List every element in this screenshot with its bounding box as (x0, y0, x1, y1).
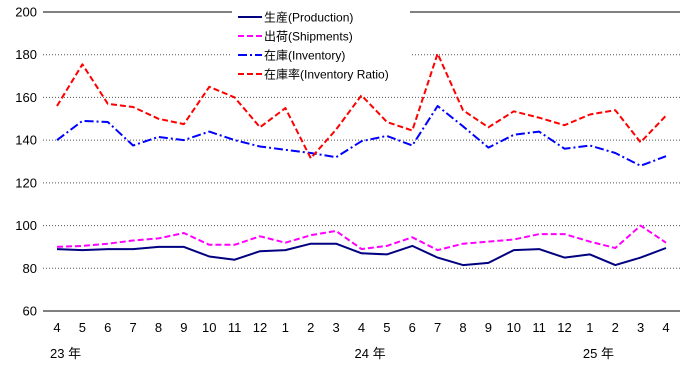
legend-label: 生産(Production) (264, 10, 353, 25)
legend: 生産(Production) 出荷(Shipments) 在庫(Inventory)… (232, 6, 410, 83)
legend-label: 在庫率(Inventory Ratio) (264, 67, 389, 82)
x-tick-label: 1 (282, 320, 289, 335)
x-tick-label: 8 (155, 320, 162, 335)
year-label: 25 年 (583, 346, 614, 361)
gridlines (43, 11, 680, 312)
series-line-1 (56, 224, 667, 252)
x-tick-label: 12 (253, 320, 267, 335)
y-tick-label: 120 (15, 175, 37, 190)
series-line-0 (56, 242, 667, 267)
x-tick-label: 2 (612, 320, 619, 335)
x-tick-label: 9 (180, 320, 187, 335)
y-tick-label: 100 (15, 218, 37, 233)
legend-label: 在庫(Inventory) (264, 49, 345, 63)
x-tick-label: 5 (79, 320, 86, 335)
x-tick-label: 3 (333, 320, 340, 335)
y-tick-label: 80 (23, 261, 37, 276)
x-tick-label: 7 (434, 320, 441, 335)
x-tick-label: 12 (557, 320, 571, 335)
legend-background (232, 6, 410, 83)
x-tick-label: 2 (307, 320, 314, 335)
x-tick-label: 4 (358, 320, 365, 335)
x-tick-label: 4 (53, 320, 60, 335)
year-labels: 23 年 24 年 25 年 (50, 346, 614, 361)
series-lines (56, 52, 667, 267)
x-tick-label: 7 (130, 320, 137, 335)
x-tick-label: 10 (202, 320, 216, 335)
y-tick-label: 180 (15, 47, 37, 62)
x-tick-label: 11 (532, 320, 546, 335)
legend-label: 出荷(Shipments) (264, 30, 353, 44)
x-tick-label: 5 (383, 320, 390, 335)
series-line-3 (56, 52, 667, 160)
x-tick-label: 8 (459, 320, 466, 335)
x-tick-label: 9 (485, 320, 492, 335)
year-label: 23 年 (50, 346, 81, 361)
y-tick-label: 160 (15, 90, 37, 105)
series-line-2 (56, 105, 667, 167)
year-label: 24 年 (355, 346, 386, 361)
x-tick-label: 3 (637, 320, 644, 335)
x-tick-label: 4 (662, 320, 669, 335)
x-tick-label: 1 (586, 320, 593, 335)
x-tick-label: 6 (409, 320, 416, 335)
x-tick-label: 10 (507, 320, 521, 335)
x-tick-label: 11 (228, 320, 242, 335)
x-axis-tick-labels: 4 5 6 7 8 9 10 11 12 1 2 3 4 5 6 7 8 9 10 11 12 1 2 3 4 (53, 320, 669, 335)
y-tick-label: 200 (15, 5, 37, 20)
y-tick-label: 140 (15, 133, 37, 148)
y-tick-label: 60 (23, 304, 37, 319)
y-axis-tick-labels: 60 80 100 120 140 160 180 200 (15, 5, 37, 319)
x-tick-label: 6 (104, 320, 111, 335)
